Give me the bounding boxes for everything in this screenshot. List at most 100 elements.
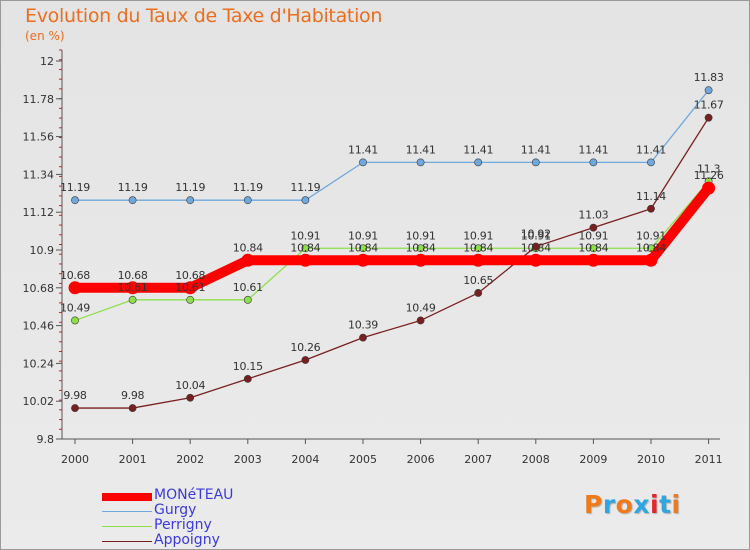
data-label-moneteau: 10.84 bbox=[521, 241, 551, 254]
data-point-perrigny bbox=[128, 295, 137, 304]
data-point-gurgy bbox=[359, 158, 367, 167]
data-label-gurgy: 11.41 bbox=[521, 143, 551, 156]
data-point-moneteau bbox=[183, 281, 197, 295]
data-label-gurgy: 11.19 bbox=[290, 181, 320, 194]
logo-letter: r bbox=[602, 490, 616, 519]
y-tick-label: 10.24 bbox=[23, 357, 55, 370]
data-point-gurgy bbox=[647, 158, 655, 167]
legend-swatch-perrigny bbox=[102, 526, 152, 527]
data-label-perrigny: 10.61 bbox=[118, 281, 148, 294]
data-point-moneteau bbox=[702, 181, 716, 195]
y-tick-label: 10.46 bbox=[23, 320, 55, 333]
x-tick-label: 2002 bbox=[176, 453, 204, 466]
y-tick-label: 10.02 bbox=[23, 395, 55, 408]
y-tick-label: 10.68 bbox=[23, 282, 55, 295]
data-label-perrigny: 10.91 bbox=[578, 229, 608, 242]
y-tick-label: 11.12 bbox=[23, 206, 55, 219]
x-tick-label: 2000 bbox=[61, 453, 89, 466]
data-label-gurgy: 11.41 bbox=[463, 143, 493, 156]
data-point-perrigny bbox=[474, 244, 483, 253]
data-label-perrigny: 10.91 bbox=[521, 229, 551, 242]
data-label-gurgy: 11.19 bbox=[233, 181, 263, 194]
data-label-gurgy: 11.19 bbox=[60, 181, 90, 194]
series-line-appoigny bbox=[74, 117, 710, 409]
data-point-appoigny bbox=[704, 113, 713, 122]
axes bbox=[59, 49, 720, 440]
data-point-moneteau bbox=[68, 281, 82, 295]
legend-swatch-gurgy bbox=[102, 511, 152, 512]
data-label-moneteau: 11.26 bbox=[694, 169, 724, 182]
data-label-moneteau: 10.68 bbox=[175, 269, 205, 282]
data-label-moneteau: 10.84 bbox=[406, 241, 436, 254]
logo-letter: o bbox=[615, 490, 634, 519]
data-label-appoigny: 10.26 bbox=[290, 341, 320, 354]
series-line-gurgy bbox=[74, 89, 710, 201]
data-point-appoigny bbox=[647, 204, 655, 213]
x-tick-labels: 2000 2001 2002 2003 2004 2005 2006 2007 2008 2009… bbox=[61, 439, 723, 466]
x-tick-label: 2008 bbox=[522, 453, 550, 466]
data-label-appoigny: 11.03 bbox=[578, 209, 608, 222]
logo-letter: P bbox=[584, 490, 603, 519]
data-point-gurgy bbox=[301, 196, 310, 205]
data-label-perrigny: 10.61 bbox=[175, 281, 205, 294]
x-tick-label: 2005 bbox=[349, 453, 377, 466]
data-label-gurgy: 11.19 bbox=[175, 181, 205, 194]
y-tick-label: 10.9 bbox=[30, 244, 55, 257]
data-label-moneteau: 10.68 bbox=[60, 269, 90, 282]
logo-letter: x bbox=[633, 490, 650, 519]
data-label-perrigny: 10.61 bbox=[233, 281, 263, 294]
data-label-gurgy: 11.83 bbox=[694, 71, 724, 84]
data-label-appoigny: 10.65 bbox=[463, 274, 493, 287]
data-point-gurgy bbox=[71, 196, 79, 205]
series-line-perrigny bbox=[74, 180, 710, 322]
data-point-perrigny bbox=[416, 244, 425, 253]
data-point-appoigny bbox=[71, 404, 79, 412]
data-point-gurgy bbox=[243, 196, 252, 205]
logo-letter: t bbox=[659, 490, 672, 519]
data-label-perrigny: 10.49 bbox=[60, 301, 90, 314]
data-point-moneteau bbox=[241, 253, 255, 267]
data-point-gurgy bbox=[416, 158, 425, 167]
x-tick-label: 2006 bbox=[407, 453, 435, 466]
data-point-gurgy bbox=[589, 158, 598, 167]
data-point-perrigny bbox=[243, 295, 252, 304]
data-label-perrigny: 10.91 bbox=[463, 229, 493, 242]
data-label-perrigny: 10.91 bbox=[636, 229, 666, 242]
data-point-moneteau bbox=[414, 253, 428, 267]
logo-letter: i bbox=[671, 490, 681, 519]
data-label-perrigny: 11.3 bbox=[697, 162, 721, 175]
data-label-gurgy: 11.41 bbox=[406, 143, 436, 156]
data-point-appoigny bbox=[243, 374, 252, 383]
data-point-moneteau bbox=[356, 253, 370, 267]
data-label-moneteau: 10.84 bbox=[348, 241, 378, 254]
data-label-appoigny: 11.67 bbox=[694, 99, 724, 112]
x-tick-label: 2009 bbox=[579, 453, 607, 466]
data-point-appoigny bbox=[531, 242, 540, 251]
data-point-appoigny bbox=[416, 316, 425, 325]
data-point-appoigny bbox=[186, 393, 195, 402]
legend-label-perrigny: Perrigny bbox=[154, 517, 212, 533]
data-point-moneteau bbox=[298, 253, 312, 267]
data-point-moneteau bbox=[529, 253, 543, 267]
legend-label-moneteau: MONéTEAU bbox=[154, 487, 234, 503]
data-label-moneteau: 10.84 bbox=[233, 241, 263, 254]
series-labels: 11.19 11.19 11.19 11.19 11.19 11.41 11.41 11.41… bbox=[60, 71, 724, 402]
data-label-perrigny: 10.91 bbox=[406, 229, 436, 242]
data-label-moneteau: 10.84 bbox=[636, 241, 666, 254]
x-tick-label: 2003 bbox=[234, 453, 262, 466]
data-label-appoigny: 11.14 bbox=[636, 190, 666, 203]
data-point-moneteau bbox=[586, 253, 600, 267]
data-point-perrigny bbox=[589, 244, 598, 253]
data-point-perrigny bbox=[71, 316, 79, 325]
x-tick-label: 2010 bbox=[637, 453, 665, 466]
x-tick-label: 2004 bbox=[291, 453, 319, 466]
legend-label-gurgy: Gurgy bbox=[154, 502, 197, 518]
data-label-appoigny: 10.49 bbox=[406, 301, 436, 314]
data-point-perrigny bbox=[186, 295, 195, 304]
data-label-gurgy: 11.41 bbox=[578, 143, 608, 156]
y-tick-label: 11.78 bbox=[23, 93, 55, 106]
data-label-appoigny: 10.04 bbox=[175, 379, 205, 392]
series-line-moneteau bbox=[70, 183, 714, 293]
